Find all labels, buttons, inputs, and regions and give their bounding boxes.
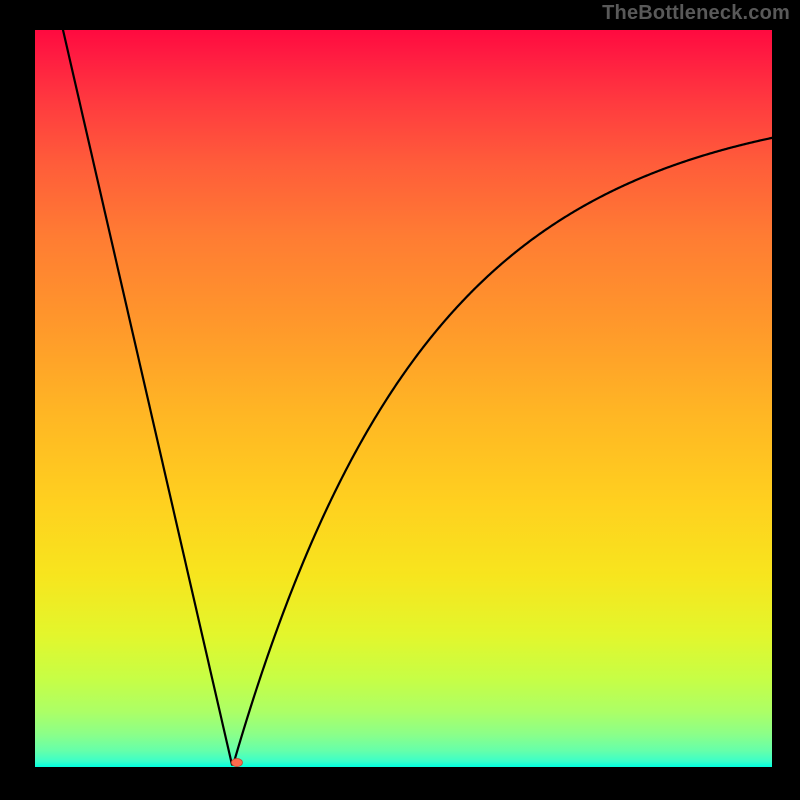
plot-background: [35, 30, 772, 767]
chart-stage: TheBottleneck.com: [0, 0, 800, 800]
bottleneck-chart: [0, 0, 800, 800]
watermark-text: TheBottleneck.com: [602, 2, 790, 25]
minimum-marker: [231, 759, 242, 767]
